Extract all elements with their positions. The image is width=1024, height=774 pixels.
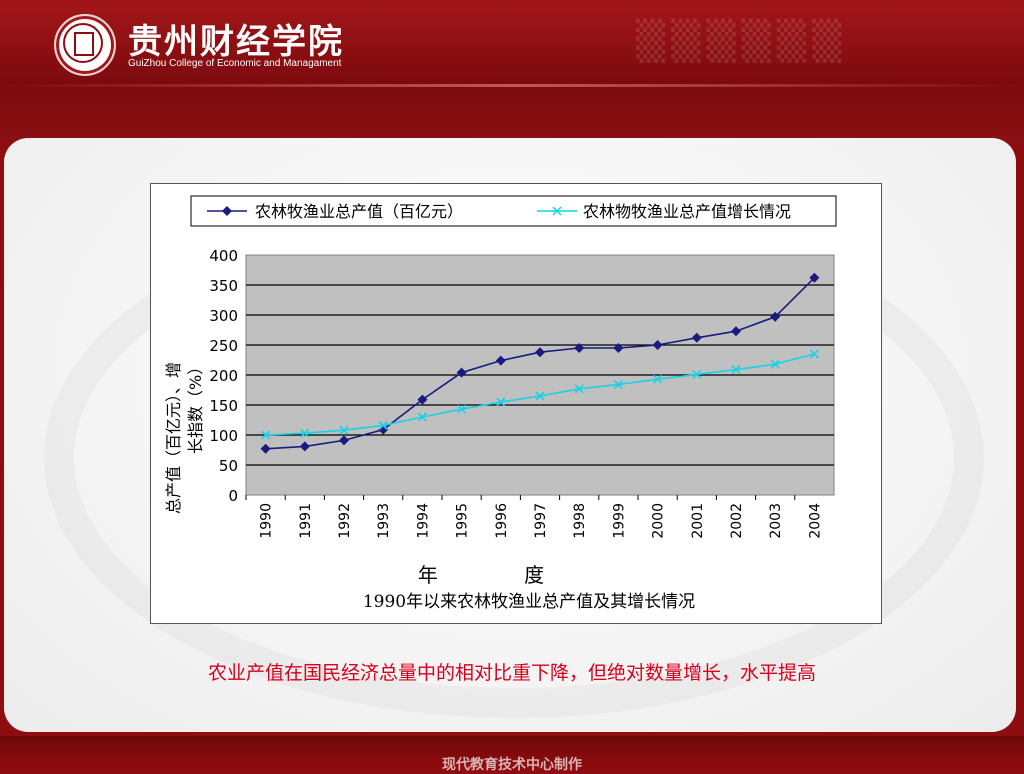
college-seal-logo: [54, 14, 116, 76]
data-point-series-2: [574, 384, 584, 394]
x-tick-label: 2000: [651, 503, 667, 539]
x-tick-label: 2001: [690, 503, 706, 539]
x-axis-label: 年 度: [418, 563, 584, 587]
data-point-series-1: [417, 394, 428, 405]
x-tick-label: 1996: [494, 503, 510, 539]
y-tick-label: 400: [209, 247, 238, 265]
x-tick-label: 1992: [337, 503, 353, 539]
seal-emblem: [74, 32, 94, 56]
y-tick-label: 100: [209, 427, 238, 445]
legend-marker-series-2: [552, 206, 562, 216]
legend-box: [190, 195, 837, 227]
seal-ring: [63, 23, 103, 63]
x-tick-label: 1995: [455, 503, 471, 539]
series-lines: [260, 272, 820, 454]
data-point-series-1: [731, 326, 741, 337]
brand-name-english: GuiZhou College of Economic and Managame…: [128, 58, 342, 69]
data-point-series-1: [770, 311, 781, 322]
data-point-series-1: [260, 443, 271, 454]
y-tick-label: 0: [228, 487, 238, 505]
data-point-series-2: [417, 412, 427, 422]
line-chart: 农林牧渔业总产值（百亿元） 农林物牧渔业总产值增长情况 0 50 100 150 200…: [164, 195, 837, 612]
data-point-series-1: [809, 272, 820, 283]
data-point-series-2: [496, 397, 506, 407]
data-point-series-2: [339, 425, 349, 435]
data-point-series-2: [692, 369, 702, 379]
data-point-series-1: [456, 367, 467, 378]
data-point-series-2: [653, 374, 663, 384]
data-point-series-2: [809, 349, 819, 359]
legend-label-series-2: 农林物牧渔业总产值增长情况: [583, 202, 791, 221]
x-tick-label: 2003: [768, 503, 784, 539]
data-point-series-1: [574, 343, 585, 353]
legend-label-series-1: 农林牧渔业总产值（百亿元）: [255, 202, 463, 221]
data-point-series-1: [495, 355, 506, 366]
y-axis-label-line-2: 长指数（%）: [186, 359, 205, 454]
x-tick-label: 1993: [376, 503, 392, 539]
footer-band: [0, 736, 1024, 768]
data-point-series-2: [300, 428, 310, 438]
y-tick-label: 300: [209, 307, 238, 325]
brand-name-chinese: 贵州财经学院: [128, 22, 344, 62]
slide-caption: 农业产值在国民经济总量中的相对比重下降，但绝对数量增长，水平提高: [207, 662, 816, 684]
data-point-series-2: [731, 365, 741, 375]
data-point-series-2: [613, 380, 623, 390]
header-band: [0, 0, 1024, 140]
header-watermark-pattern: ▒▒▒▒▒▒: [636, 18, 848, 63]
x-tick-label: 1991: [298, 503, 314, 539]
data-point-series-2: [535, 391, 545, 401]
data-point-series-2: [457, 404, 467, 414]
x-tick-label: 1999: [611, 503, 627, 539]
x-tick-label: 1990: [259, 503, 275, 539]
y-axis-label-line-1: 总产值（百亿元）、增: [164, 362, 183, 514]
x-tick-label: 1994: [415, 503, 431, 539]
y-tick-labels: 0 50 100 150 200 250 300 350 400: [209, 247, 238, 505]
x-tick-label: 2002: [729, 503, 745, 539]
y-tick-label: 150: [209, 397, 238, 415]
x-tick-labels: 1990 1991 1992 1993 1994 1995 1996 1997 1998 1999…: [245, 495, 823, 539]
chart-frame: 农林牧渔业总产值（百亿元） 农林物牧渔业总产值增长情况 0 50 100 150 200…: [150, 183, 882, 624]
x-tick-label: 2004: [807, 503, 823, 539]
x-tick-label: 1997: [533, 503, 549, 539]
x-tick-label: 1998: [572, 503, 588, 539]
gridlines: [246, 284, 834, 466]
legend-marker-series-1: [222, 206, 232, 216]
y-tick-label: 350: [209, 277, 238, 295]
data-point-series-2: [261, 430, 271, 440]
data-point-series-2: [770, 359, 780, 369]
data-point-series-1: [613, 343, 624, 353]
y-tick-label: 50: [219, 457, 238, 475]
footer-credit: 现代教育技术中心制作: [442, 757, 582, 773]
data-point-series-2: [378, 420, 388, 430]
data-point-series-1: [299, 441, 310, 452]
data-point-series-1: [339, 435, 349, 446]
y-tick-label: 200: [209, 367, 238, 385]
data-point-series-1: [691, 332, 702, 343]
y-tick-label: 250: [209, 337, 238, 355]
data-point-series-1: [535, 347, 545, 358]
data-point-series-1: [652, 340, 663, 350]
chart-title: 1990年以来农林牧渔业总产值及其增长情况: [363, 592, 695, 612]
